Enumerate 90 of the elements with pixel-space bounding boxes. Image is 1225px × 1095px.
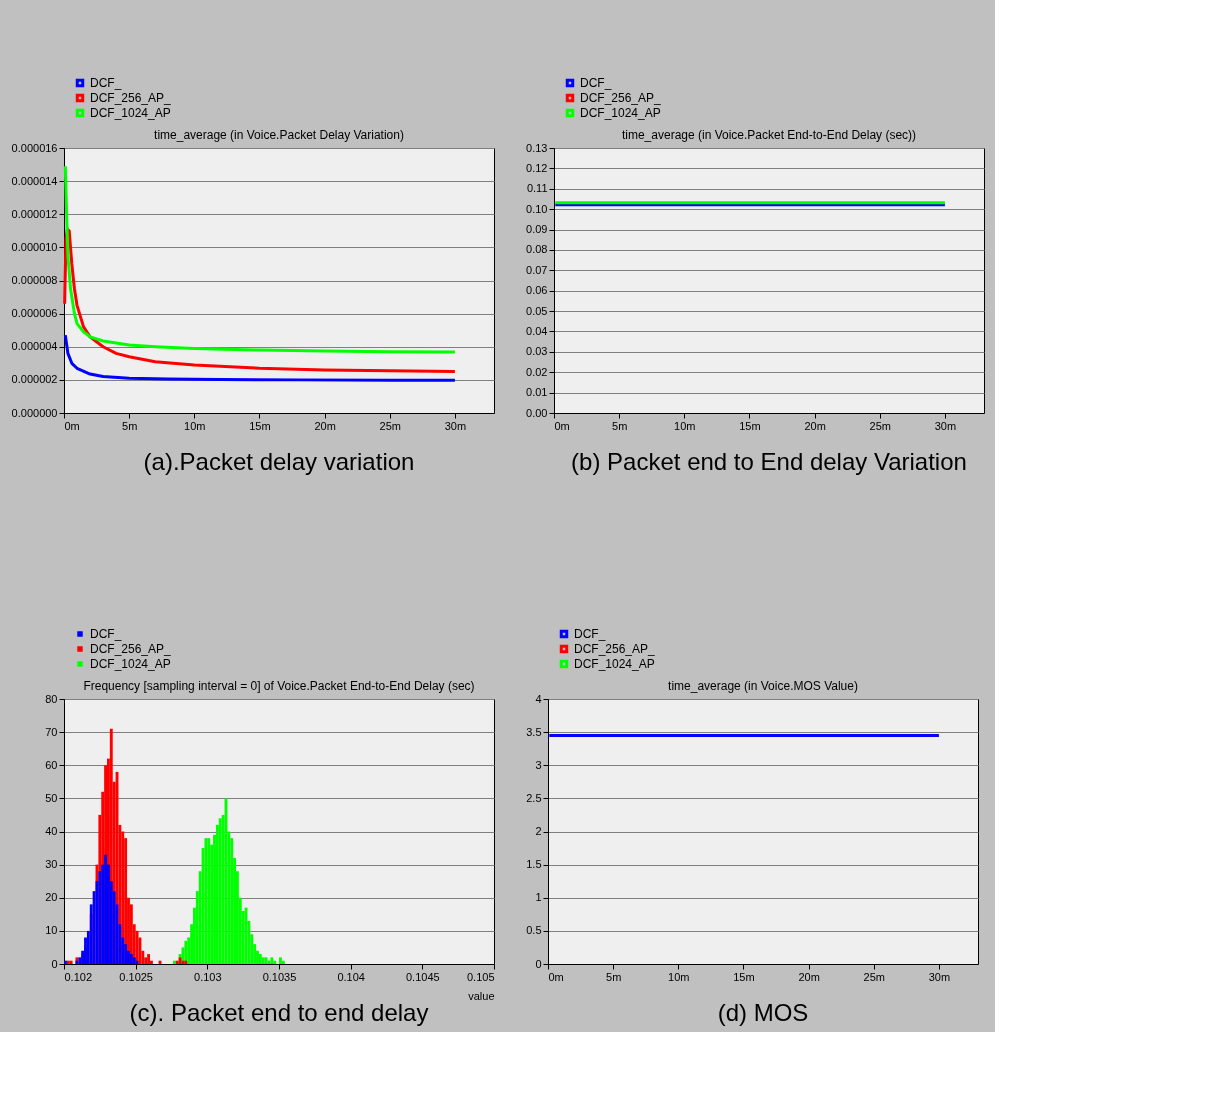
x-tick-label: 25m [379,419,401,432]
y-tick-label: 50 [45,791,58,804]
y-tick-label: 0.09 [526,223,548,236]
y-tick-label: 0.000006 [11,307,58,320]
legend-label: DCF_1024_AP [90,657,171,671]
y-tick-label: 0.00 [526,406,548,419]
y-tick-label: 0.000008 [11,274,58,286]
x-tick-label: 0.104 [337,970,365,983]
x-tick-label: 5m [612,419,628,432]
x-tick-label: 10m [674,419,696,432]
x-tick-label: 30m [928,970,951,983]
y-tick-label: 0.10 [526,202,548,215]
y-tick-label: 2 [535,825,542,837]
y-tick-label: 0.000012 [11,207,58,220]
y-tick-label: 0.13 [526,141,548,154]
legend-label: DCF_ [574,627,606,641]
text: (a).Packet delay variation [143,448,415,475]
legend-label: DCF_1024_AP [574,657,655,671]
y-tick-label: 0 [535,957,542,970]
legend-label: DCF_256_AP_ [574,642,656,656]
y-tick-label: 0 [51,957,58,970]
chart-title: time_average (in Voice.MOS Value) [668,679,858,693]
y-tick-label: 4 [535,692,542,705]
y-tick-label: 60 [45,758,58,771]
x-tick-label: 30m [444,419,467,432]
x-tick-label: 30m [934,419,957,432]
y-tick-label: 40 [45,825,58,837]
x-tick-label: 15m [739,419,761,432]
y-tick-label: 10 [45,924,58,937]
chart-title: time_average (in Voice.Packet Delay Variation) [154,128,404,142]
legend-label: DCF_256_AP_ [90,91,172,105]
x-tick-label: 0m [64,419,80,432]
y-tick-label: 0.08 [526,243,548,256]
y-tick-label: 0.05 [526,304,548,317]
y-tick-label: 0.000010 [11,240,58,253]
y-tick-label: 0.04 [526,324,548,337]
y-tick-label: 0.000014 [11,174,58,187]
x-tick-label: 25m [863,970,885,983]
legend-label: DCF_256_AP_ [580,91,662,105]
y-tick-label: 30 [45,858,58,871]
y-tick-label: 3.5 [526,725,542,738]
x-tick-label: 0m [548,970,564,983]
x-tick-label: 15m [733,970,755,983]
text: (b) Packet end to End delay Variation [571,448,967,475]
text: (c). Packet end to end delay [129,999,429,1026]
y-tick-label: 0.02 [526,365,548,378]
y-tick-label: 0.000000 [11,406,58,419]
y-tick-label: 20 [45,891,58,904]
y-tick-label: 1.5 [526,858,542,871]
y-tick-label: 0.07 [526,263,548,276]
y-tick-label: 0.06 [526,284,548,297]
x-tick-label: 0.102 [64,970,93,983]
legend-label: DCF_ [90,627,122,641]
y-tick-label: 0.000016 [11,141,58,154]
legend-label: DCF_ [90,76,122,90]
x-tick-label: 0.1045 [406,970,440,983]
y-tick-label: 0.000002 [11,373,58,386]
x-tick-label: 20m [798,970,820,983]
chart-title: time_average (in Voice.Packet End-to-End Delay (sec)) [621,128,917,142]
x-tick-label: 0m [554,419,570,432]
y-tick-label: 0.5 [526,924,542,937]
x-tick-label: 0.103 [194,970,222,983]
legend-label: DCF_256_AP_ [90,642,172,656]
x-tick-label: 0.105 [466,970,495,983]
x-tick-label: 15m [249,419,271,432]
y-tick-label: 2.5 [526,791,542,804]
y-tick-label: 0.000004 [11,340,58,353]
x-tick-label: 5m [122,419,138,432]
x-tick-label: 20m [804,419,826,432]
x-tick-label: 0.1025 [119,970,153,983]
y-tick-label: 0.01 [526,386,548,399]
y-tick-label: 3 [535,758,542,771]
x-tick-label: 5m [606,970,622,983]
chart-title: Frequency [sampling interval = 0] of Voice.Packet End-to-End Delay (sec) [83,679,475,693]
legend-label: DCF_1024_AP [90,106,171,120]
x-tick-label: 10m [184,419,206,432]
y-tick-label: 80 [45,692,58,705]
y-tick-label: 0.11 [526,182,548,195]
legend-label: DCF_ [580,76,612,90]
y-tick-label: 0.12 [526,161,548,174]
x-axis-title: value [468,989,495,1002]
legend-label: DCF_1024_AP [580,106,661,120]
x-tick-label: 20m [314,419,336,432]
x-tick-label: 0.1035 [262,970,297,983]
y-tick-label: 70 [45,725,58,738]
y-tick-label: 1 [535,891,542,904]
text: (d) MOS [717,999,809,1026]
y-tick-label: 0.03 [526,345,548,358]
x-tick-label: 10m [668,970,690,983]
x-tick-label: 25m [869,419,891,432]
